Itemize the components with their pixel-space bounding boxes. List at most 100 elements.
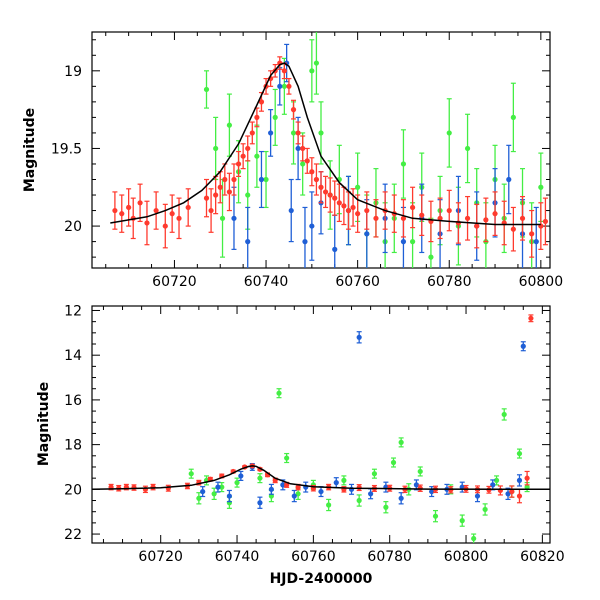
top-blue-point (506, 176, 512, 183)
bottom-x-tick-label: 60760 (291, 549, 336, 565)
top-red-point (126, 204, 132, 211)
top-green-point (290, 130, 297, 136)
bottom-green-point (188, 471, 194, 477)
bottom-red-point (509, 488, 515, 495)
top-blue-point (231, 215, 237, 221)
bottom-y-tick-label: 20 (64, 482, 82, 498)
bottom-red-point (131, 484, 137, 491)
top-blue-point (533, 239, 539, 245)
top-green-point (219, 215, 226, 221)
bottom-green-point (219, 484, 225, 490)
bottom-blue-point (413, 482, 420, 488)
bottom-panel-ticks: 60720 60740 60760 60780 60800 60820 12 14 16 18 20… (64, 303, 564, 565)
bottom-green-point (284, 455, 290, 461)
top-red-point (119, 211, 125, 217)
top-red-point (300, 145, 306, 152)
top-red-point (286, 83, 292, 89)
top-red-point (464, 215, 471, 221)
top-x-tick-label: 60760 (335, 274, 380, 290)
bottom-green-point (257, 475, 263, 481)
top-red-point (245, 145, 251, 152)
bottom-blue-point (291, 493, 297, 499)
top-red-point (208, 207, 214, 214)
bottom-blue-point (429, 488, 435, 495)
top-red-point (542, 218, 549, 225)
bottom-x-tick-label: 60740 (215, 549, 260, 565)
top-blue-point (302, 239, 308, 245)
bottom-blue-point (520, 343, 526, 349)
bottom-blue-point (268, 486, 274, 492)
top-x-tick-label: 60800 (519, 274, 564, 290)
top-blue-point (364, 231, 370, 237)
bottom-green-point (524, 484, 530, 490)
bottom-green-point (371, 471, 378, 477)
bottom-green-point (459, 518, 465, 524)
top-red-point (144, 220, 150, 226)
top-red-point (336, 200, 342, 206)
top-green-point (318, 130, 324, 136)
top-blue-point (258, 176, 265, 183)
bottom-y-tick-label: 16 (64, 393, 82, 409)
top-green-point (245, 192, 251, 198)
top-red-point (290, 107, 297, 113)
top-red-point (313, 176, 320, 183)
top-red-point (400, 215, 407, 221)
x-axis-title: HJD-2400000 (270, 571, 373, 587)
top-red-point (529, 231, 535, 237)
bottom-green-point (432, 513, 439, 519)
top-panel-series (112, 32, 549, 268)
top-green-point (272, 114, 278, 120)
top-red-point (322, 189, 329, 195)
top-blue-point (400, 239, 407, 245)
bottom-green-point (211, 491, 217, 497)
top-red-point (249, 130, 255, 136)
top-y-tick-label: 20 (64, 219, 82, 235)
bottom-x-tick-label: 60780 (367, 549, 412, 565)
bottom-x-tick-label: 60820 (520, 549, 565, 565)
bottom-blue-point (356, 334, 362, 340)
bottom-red-point (524, 475, 530, 481)
bottom-green-point (295, 491, 301, 497)
top-red-point (258, 99, 265, 105)
bottom-y-tick-label: 12 (64, 303, 82, 319)
bottom-green-point (390, 459, 397, 466)
bottom-green-point (493, 477, 500, 483)
bottom-blue-point (516, 477, 523, 483)
bottom-blue-point (333, 480, 339, 486)
top-red-point (254, 114, 260, 120)
bottom-blue-point (238, 473, 244, 479)
top-panel-ylabel: Magnitude (22, 108, 38, 192)
top-red-point (240, 153, 246, 159)
bottom-blue-point (474, 493, 481, 499)
bottom-blue-point (505, 491, 511, 497)
top-green-point (203, 86, 210, 93)
top-y-tick-label: 19.5 (51, 141, 82, 157)
top-red-point (217, 184, 223, 190)
top-green-point (355, 184, 361, 190)
top-green-point (510, 114, 516, 120)
bottom-blue-point (200, 488, 206, 495)
top-red-point (519, 215, 526, 221)
bottom-x-tick-label: 60720 (138, 549, 183, 565)
top-red-point (137, 200, 143, 206)
bottom-y-tick-label: 22 (64, 527, 82, 543)
bottom-panel: 60720 60740 60760 60780 60800 60820 12 14 16 18 20… (36, 303, 565, 587)
top-red-point (295, 130, 301, 136)
bottom-blue-point (368, 491, 374, 497)
top-red-point (176, 215, 182, 221)
bottom-green-point (417, 468, 423, 475)
bottom-green-point (482, 506, 488, 513)
top-red-point (345, 207, 352, 214)
top-panel-ticks: 60720 60740 60760 60780 60800 19 19.5 20 (51, 32, 563, 290)
top-red-point (327, 192, 333, 198)
bottom-green-point (516, 450, 523, 457)
bottom-panel-series (108, 314, 534, 543)
top-panel-frame (91, 31, 551, 269)
top-red-point (332, 195, 338, 201)
bottom-panel-frame (91, 305, 551, 544)
top-red-point (226, 189, 232, 195)
bottom-blue-point (215, 484, 221, 490)
top-red-point (419, 212, 425, 218)
